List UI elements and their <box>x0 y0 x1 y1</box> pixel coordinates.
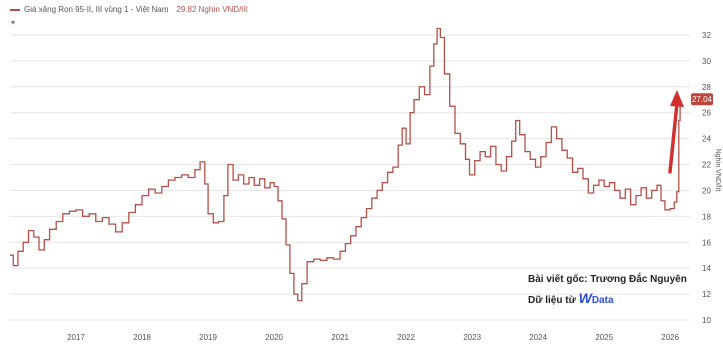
last-value-label: 27.04 <box>692 95 713 104</box>
x-tick-label: 2025 <box>595 333 613 342</box>
y-tick-label: 28 <box>702 83 711 92</box>
x-tick-label: 2024 <box>529 333 547 342</box>
watermark-author: Bài viết gốc: Trương Đắc Nguyên <box>528 274 687 285</box>
x-tick-label: 2019 <box>199 333 217 342</box>
y-tick-label: 14 <box>702 264 711 273</box>
legend-swatch <box>10 8 20 11</box>
series-line <box>10 27 681 302</box>
y-tick-label: 26 <box>702 109 711 118</box>
watermark-source: Dữ liệu từ WData <box>528 289 687 310</box>
x-tick-label: 2021 <box>331 333 349 342</box>
y-tick-label: 32 <box>702 31 711 40</box>
x-tick-label: 2017 <box>67 333 85 342</box>
x-tick-label: 2018 <box>133 333 151 342</box>
chart-legend[interactable]: Giá xăng Ron 95-II, III vùng 1 - Việt Na… <box>10 5 248 14</box>
y-tick-label: 30 <box>702 57 711 66</box>
y-tick-label: 16 <box>702 238 711 247</box>
x-tick-label: 2023 <box>463 333 481 342</box>
y-tick-label: 12 <box>702 290 711 299</box>
annotation-arrow-shaft <box>668 101 679 174</box>
legend-series-name: Giá xăng Ron 95-II, III vùng 1 - Việt Na… <box>24 5 169 14</box>
watermark: Bài viết gốc: Trương Đắc Nguyên Dữ liệu … <box>528 270 687 310</box>
x-tick-label: 2026 <box>661 333 679 342</box>
wdata-logo-text: Data <box>591 295 614 306</box>
y-tick-label: 10 <box>702 316 711 325</box>
last-value-tag <box>691 93 713 106</box>
x-tick-label: 2022 <box>397 333 415 342</box>
y-axis-label: Nghìn VND/lít <box>714 149 721 192</box>
x-tick-label: 2020 <box>265 333 283 342</box>
chevron-down-icon[interactable]: ▾ <box>11 18 16 27</box>
y-tick-label: 24 <box>702 135 711 144</box>
y-tick-label: 18 <box>702 212 711 221</box>
watermark-source-prefix: Dữ liệu từ <box>528 295 579 306</box>
annotation-arrow-head <box>670 90 684 107</box>
y-tick-label: 20 <box>702 186 711 195</box>
y-tick-label: 22 <box>702 161 711 170</box>
wdata-logo-w: W <box>578 290 592 306</box>
legend-current-value: 29.82 Nghìn VND/lít <box>176 5 248 14</box>
